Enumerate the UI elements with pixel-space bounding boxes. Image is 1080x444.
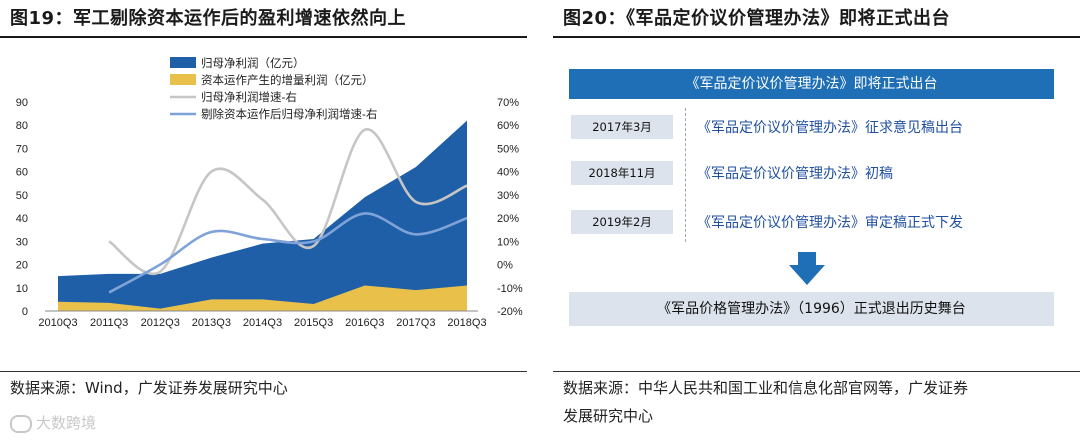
watermark-logo-icon	[10, 414, 32, 433]
y-left-tick-label: 80	[16, 120, 28, 132]
y-left-tick-label: 40	[16, 213, 28, 225]
y-right-tick-label: -10%	[497, 283, 523, 295]
y-left-tick-label: 90	[16, 97, 28, 109]
source-text: 数据来源：Wind，广发证券发展研究中心	[10, 379, 288, 397]
event-date: 2017年3月	[571, 115, 673, 139]
right-panel: 图20：《军品定价议价管理办法》即将正式出台 《军品定价议价管理办法》即将正式出…	[553, 0, 1080, 444]
capital-operation-profit-area	[58, 285, 467, 311]
legend-label: 剔除资本运作后归母净利润增速-右	[201, 107, 377, 121]
y-left-tick-label: 0	[22, 306, 28, 318]
legend-swatch	[170, 57, 196, 68]
y-right-tick-label: -20%	[497, 306, 523, 318]
legend-label: 归母净利润增速-右	[201, 90, 297, 104]
x-tick-label: 2016Q3	[345, 317, 384, 329]
watermark-text: 大数跨境	[36, 414, 97, 432]
y-left-tick-label: 50	[16, 190, 28, 202]
diagram-title: 图20：《军品定价议价管理办法》即将正式出台	[563, 8, 951, 29]
y-right-tick-label: 50%	[497, 143, 519, 155]
y-left-tick-label: 70	[16, 143, 28, 155]
left-panel: 图19：军工剔除资本运作后的盈利增速依然向上 0 10 20 30 40 50 60 70 80…	[0, 0, 527, 444]
banner: 《军品定价议价管理办法》即将正式出台	[569, 69, 1054, 99]
y-right-tick-label: 40%	[497, 167, 519, 179]
net-profit-area	[58, 120, 467, 311]
profit-growth-chart: 0 10 20 30 40 50 60 70 80 90 -20% -10% 0% 10% 20% 30% 4…	[16, 56, 523, 329]
x-tick-label: 2015Q3	[294, 317, 333, 329]
x-tick-label: 2013Q3	[192, 317, 231, 329]
source-rule	[553, 371, 1080, 372]
y-left-tick-label: 30	[16, 236, 28, 248]
chart-title: 图19：军工剔除资本运作后的盈利增速依然向上	[10, 8, 407, 29]
event-date: 2018年11月	[571, 161, 673, 185]
y-right-tick-label: 0%	[497, 260, 513, 272]
adjusted-profit-growth-line	[108, 212, 468, 294]
watermark: 大数跨境	[10, 412, 96, 433]
timeline-divider	[685, 108, 687, 242]
event-date: 2019年2月	[571, 210, 673, 234]
legend-swatch	[170, 74, 196, 85]
y-right-tick-label: 60%	[497, 120, 519, 132]
source-line-1: 数据来源：中华人民共和国工业和信息化部官网等，广发证券	[563, 379, 969, 397]
legend-label: 资本运作产生的增量利润（亿元）	[201, 73, 374, 87]
x-tick-label: 2011Q3	[90, 317, 128, 329]
y-left-tick-label: 20	[16, 260, 28, 272]
event-text: 《军品定价议价管理办法》审定稿正式下发	[697, 215, 963, 231]
x-tick-label: 2017Q3	[396, 317, 435, 329]
event-text: 《军品定价议价管理办法》初稿	[697, 166, 893, 182]
y-right-tick-label: 30%	[497, 190, 519, 202]
x-tick-label: 2010Q3	[38, 317, 77, 329]
footer-box: 《军品价格管理办法》（1996）正式退出历史舞台	[569, 292, 1054, 326]
source-line-2: 发展研究中心	[563, 407, 654, 425]
title-rule	[553, 36, 1080, 38]
x-tick-label: 2014Q3	[243, 317, 282, 329]
source-rule	[0, 371, 527, 372]
y-right-tick-label: 70%	[497, 97, 519, 109]
x-tick-label: 2018Q3	[447, 317, 486, 329]
y-right-tick-label: 20%	[497, 213, 519, 225]
y-left-tick-label: 60	[16, 167, 28, 179]
legend-label: 归母净利润（亿元）	[201, 56, 305, 70]
x-tick-label: 2012Q3	[141, 317, 180, 329]
event-text: 《军品定价议价管理办法》征求意见稿出台	[697, 120, 963, 136]
y-right-tick-label: 10%	[497, 236, 519, 248]
down-arrow-icon	[789, 252, 825, 285]
title-rule	[0, 36, 527, 38]
y-left-tick-label: 10	[16, 283, 28, 295]
